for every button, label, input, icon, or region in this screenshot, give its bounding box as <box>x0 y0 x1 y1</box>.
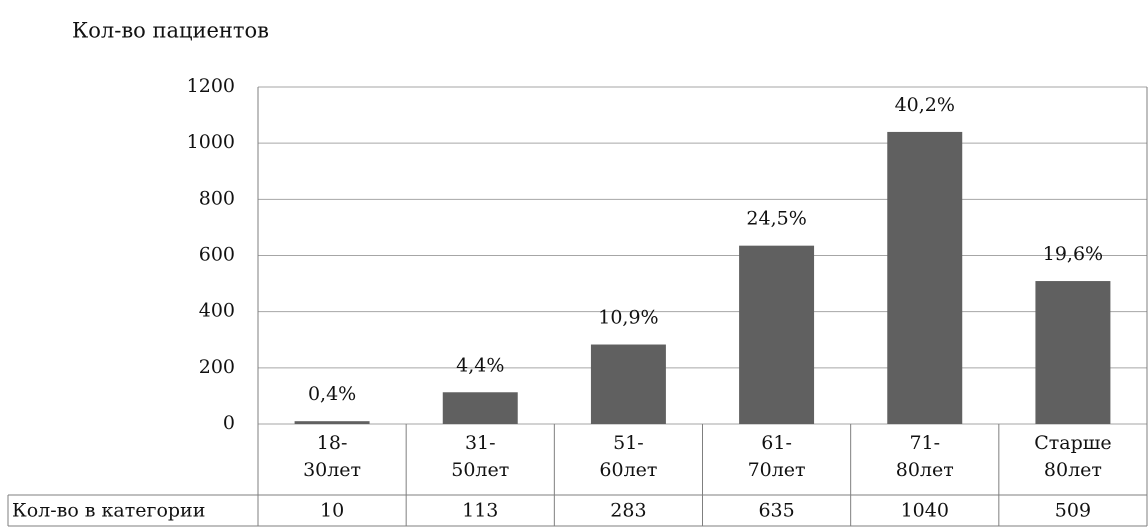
y-tick-label: 800 <box>199 187 235 209</box>
annotation: 10,9% <box>598 307 658 329</box>
table-value: 509 <box>1055 500 1091 522</box>
x-tick-label: 18-30лет <box>303 432 361 481</box>
bar <box>1035 281 1111 424</box>
bar <box>739 245 815 424</box>
chart-title: Кол-во пациентов <box>72 19 269 43</box>
y-tick-label: 400 <box>199 300 235 322</box>
table-value: 1040 <box>901 500 949 522</box>
y-tick-label: 1200 <box>187 75 235 97</box>
x-tick-label: 61-70лет <box>748 432 806 481</box>
x-tick-label: Старше 80лет <box>1034 432 1111 481</box>
x-tick-label: 71-80лет <box>896 432 954 481</box>
table-row-label: Кол-во в категории <box>12 500 205 522</box>
annotation: 24,5% <box>746 208 806 230</box>
table-value: 113 <box>462 500 498 522</box>
annotation: 40,2% <box>895 94 955 116</box>
bar <box>887 131 963 424</box>
bar <box>590 344 666 424</box>
bar <box>442 392 518 424</box>
bar <box>294 421 370 424</box>
y-tick-label: 200 <box>199 356 235 378</box>
y-tick-label: 600 <box>199 244 235 266</box>
table-value: 10 <box>320 500 344 522</box>
annotation: 19,6% <box>1043 243 1103 265</box>
table-value: 635 <box>758 500 794 522</box>
table-value: 283 <box>610 500 646 522</box>
annotation: 4,4% <box>456 354 504 376</box>
x-tick-label: 51-60лет <box>599 432 657 481</box>
x-tick-label: 31-50лет <box>451 432 509 481</box>
y-tick-label: 0 <box>223 412 235 434</box>
y-tick-label: 1000 <box>187 131 235 153</box>
annotation: 0,4% <box>308 383 356 405</box>
